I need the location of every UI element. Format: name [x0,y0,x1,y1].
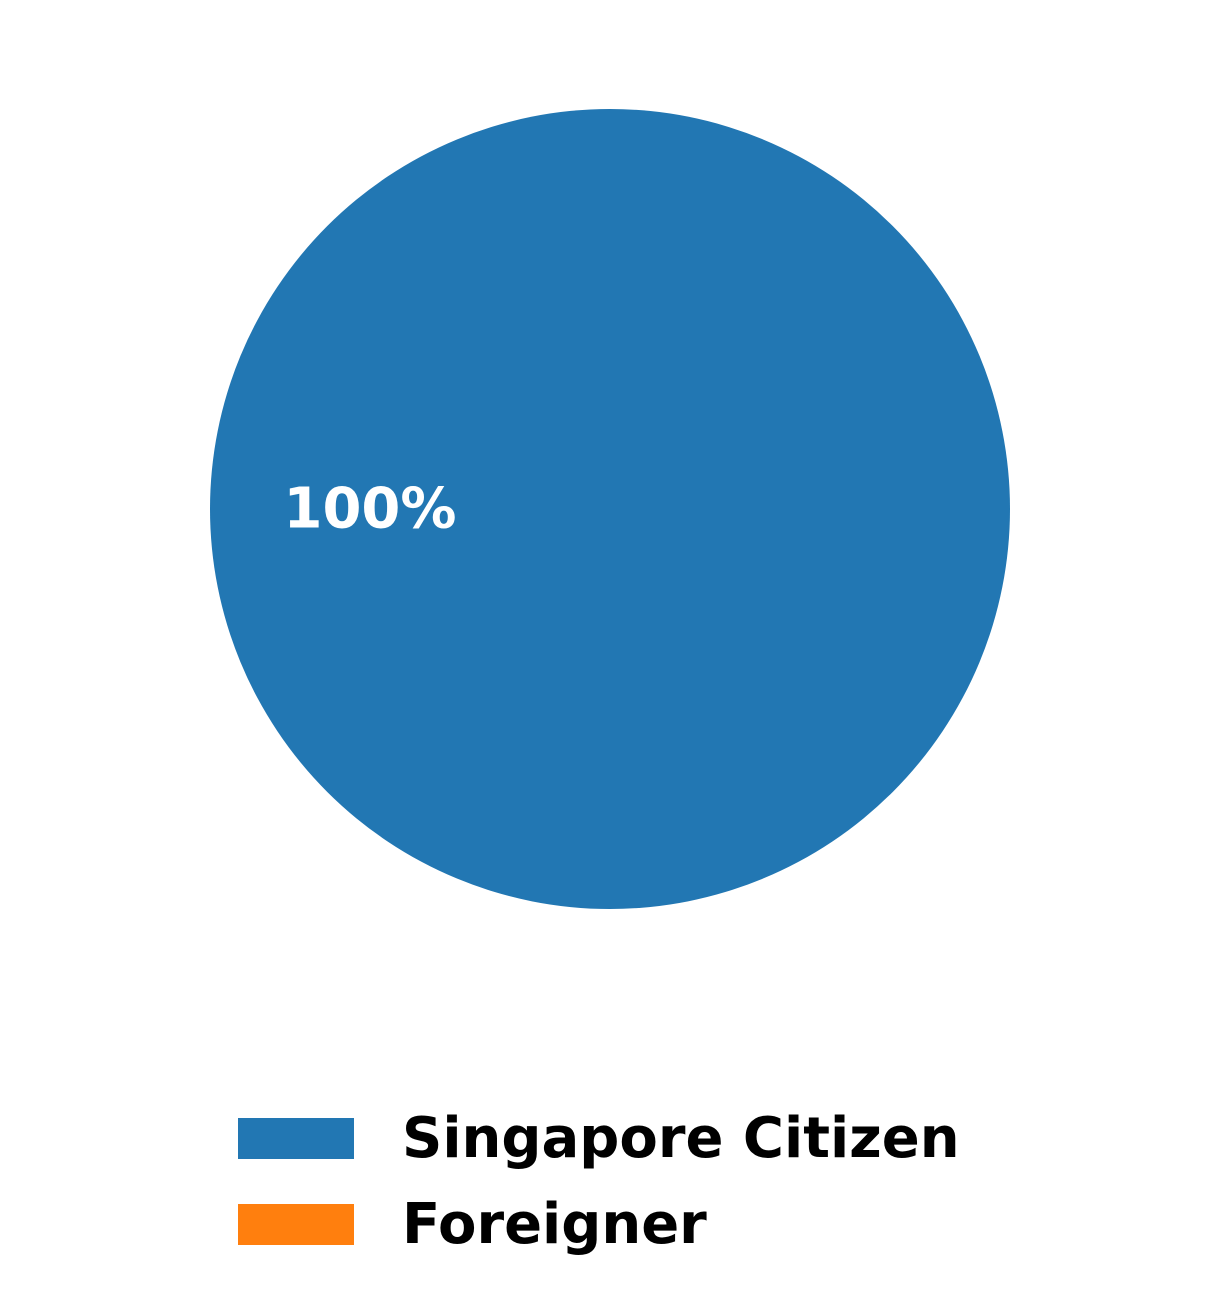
legend-swatch-singapore-citizen [238,1117,354,1159]
pie-data-labels: 100% [283,477,456,542]
legend: Singapore Citizen Foreigner [238,1095,960,1267]
legend-item-foreigner: Foreigner [238,1181,960,1267]
pie-slices [210,109,1010,909]
legend-label-foreigner: Foreigner [402,1191,707,1257]
pie-slice-singapore-citizen [210,109,1010,909]
legend-item-singapore-citizen: Singapore Citizen [238,1095,960,1181]
legend-label-singapore-citizen: Singapore Citizen [402,1105,960,1171]
legend-swatch-foreigner [238,1203,354,1245]
pie-chart: 100% [210,109,1010,909]
pie-data-label: 100% [283,477,456,542]
